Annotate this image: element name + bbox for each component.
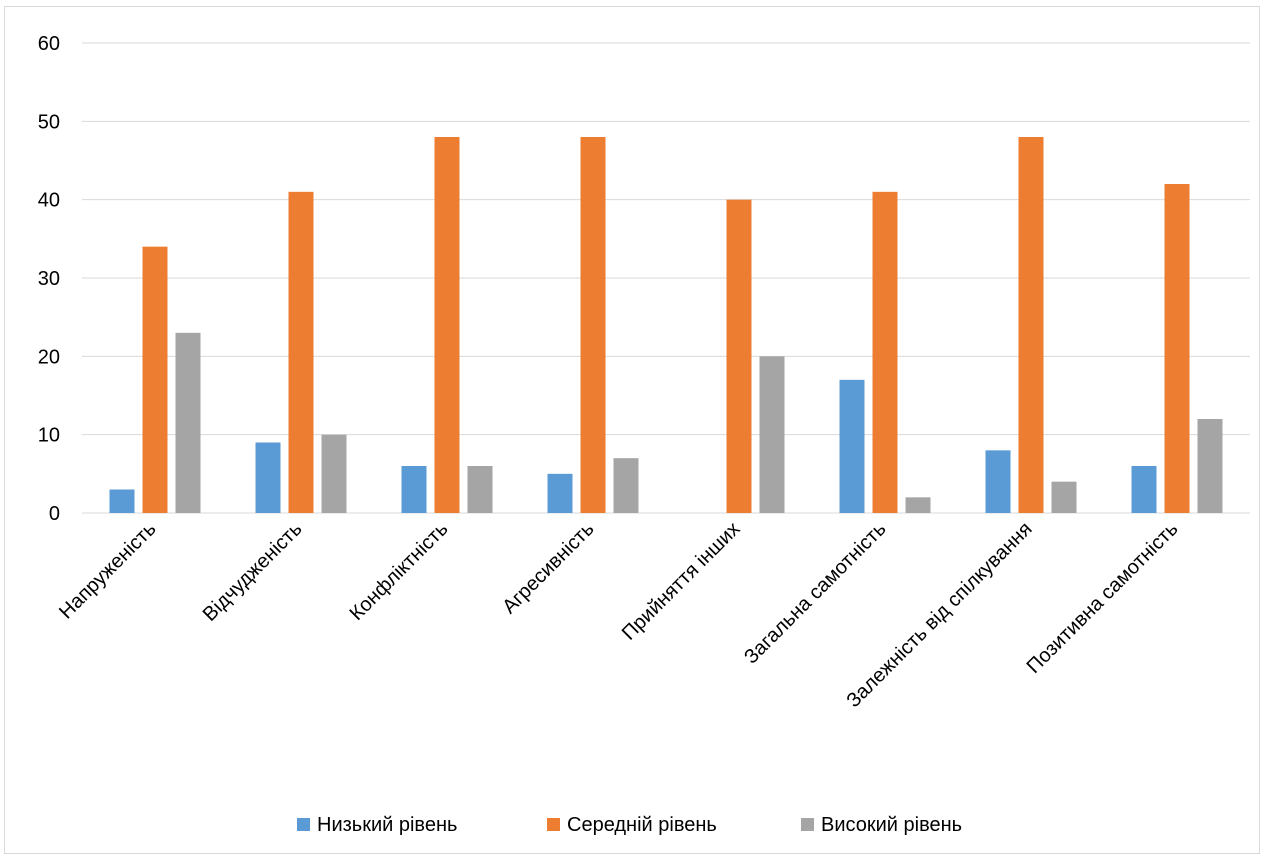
- bar: [1197, 419, 1223, 513]
- bar: [905, 497, 931, 513]
- y-tick-label: 40: [38, 190, 60, 212]
- bar: [142, 246, 168, 513]
- bar: [759, 356, 785, 513]
- legend-swatch: [297, 818, 310, 831]
- bar: [434, 137, 460, 513]
- y-tick-label: 50: [38, 111, 60, 133]
- category-label: Агресивність: [498, 518, 598, 618]
- legend-label: Високий рівень: [821, 814, 962, 836]
- bar: [726, 199, 752, 513]
- bar: [1131, 466, 1157, 513]
- bar: [1051, 481, 1077, 513]
- bar: [1164, 184, 1190, 513]
- category-labels: Напруженість Відчудженість Конфліктність Аг…: [55, 518, 1182, 712]
- legend-label: Середній рівень: [567, 814, 717, 836]
- bar: [872, 191, 898, 514]
- category-label: Конфліктність: [346, 518, 453, 625]
- bars: [109, 137, 1223, 514]
- legend-swatch: [547, 818, 560, 831]
- bar: [580, 137, 606, 513]
- category-label: Загальна самотність: [740, 518, 890, 668]
- category-label: Прийняття інших: [618, 518, 745, 645]
- category-label: Позитивна самотність: [1023, 518, 1183, 678]
- bar: [613, 458, 639, 513]
- bar: [467, 466, 493, 513]
- legend: Низький рівень Середній рівень Високий рів…: [297, 814, 962, 836]
- category-label: Напруженість: [55, 518, 160, 623]
- bar: [547, 473, 573, 513]
- category-label: Відчудженість: [199, 518, 307, 626]
- bar: [401, 466, 427, 513]
- bar: [839, 379, 865, 513]
- y-axis-ticks: 0 10 20 30 40 50 60: [38, 33, 60, 525]
- y-tick-label: 20: [38, 346, 60, 368]
- bar: [985, 450, 1011, 513]
- bar: [255, 442, 281, 513]
- bar: [1018, 137, 1044, 513]
- y-tick-label: 60: [38, 33, 60, 55]
- bar: [109, 489, 135, 513]
- y-tick-label: 30: [38, 268, 60, 290]
- legend-label: Низький рівень: [317, 814, 457, 836]
- bar: [175, 332, 201, 513]
- bar: [321, 434, 347, 513]
- chart-frame: [4, 6, 1260, 854]
- y-tick-label: 0: [49, 503, 60, 525]
- y-tick-label: 10: [38, 425, 60, 447]
- bar: [288, 191, 314, 514]
- legend-swatch: [801, 818, 814, 831]
